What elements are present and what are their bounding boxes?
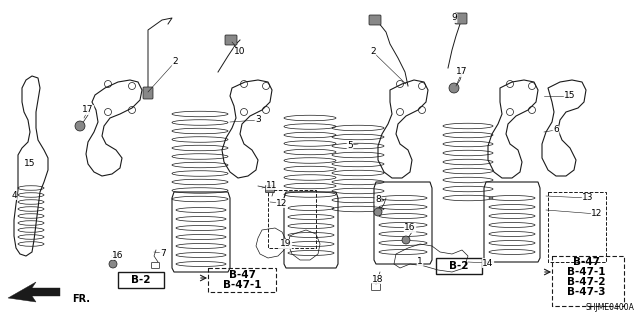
Text: 17: 17 [83, 106, 93, 115]
FancyBboxPatch shape [369, 15, 381, 25]
Text: B-47-1: B-47-1 [223, 280, 261, 290]
Text: B-47: B-47 [573, 257, 600, 267]
Text: 12: 12 [591, 210, 603, 219]
Text: 8: 8 [375, 196, 381, 204]
Circle shape [374, 208, 382, 216]
Text: 5: 5 [347, 140, 353, 150]
Text: FR.: FR. [72, 294, 90, 304]
FancyBboxPatch shape [143, 87, 153, 99]
Circle shape [75, 121, 85, 131]
Text: 1: 1 [417, 257, 423, 266]
Text: 2: 2 [172, 57, 178, 66]
Text: B-2: B-2 [449, 261, 468, 271]
Text: 10: 10 [234, 48, 246, 56]
Text: 18: 18 [372, 275, 384, 284]
Circle shape [449, 83, 459, 93]
Text: 9: 9 [451, 13, 457, 23]
Text: 2: 2 [370, 48, 376, 56]
Text: 12: 12 [276, 198, 288, 207]
Text: 11: 11 [266, 181, 278, 189]
Text: 6: 6 [553, 125, 559, 135]
Text: 19: 19 [280, 240, 292, 249]
Text: B-47-1: B-47-1 [567, 267, 605, 277]
Text: SHJME0400A: SHJME0400A [585, 303, 634, 312]
FancyBboxPatch shape [266, 186, 275, 192]
Text: 13: 13 [582, 194, 594, 203]
Text: B-47-2: B-47-2 [567, 277, 605, 287]
Text: 16: 16 [404, 224, 416, 233]
Circle shape [402, 236, 410, 244]
Text: B-47-3: B-47-3 [567, 287, 605, 297]
Text: 15: 15 [24, 159, 36, 167]
Text: 15: 15 [564, 92, 576, 100]
Text: 7: 7 [160, 249, 166, 257]
Text: 16: 16 [112, 250, 124, 259]
Text: 4: 4 [11, 190, 17, 199]
Text: B-2: B-2 [131, 275, 151, 285]
Circle shape [109, 260, 117, 268]
FancyBboxPatch shape [225, 35, 237, 45]
Text: 14: 14 [483, 258, 493, 268]
FancyBboxPatch shape [455, 13, 467, 24]
Text: B-47: B-47 [228, 270, 255, 280]
Polygon shape [8, 282, 60, 302]
Text: 3: 3 [255, 115, 261, 124]
Text: 17: 17 [456, 68, 468, 77]
